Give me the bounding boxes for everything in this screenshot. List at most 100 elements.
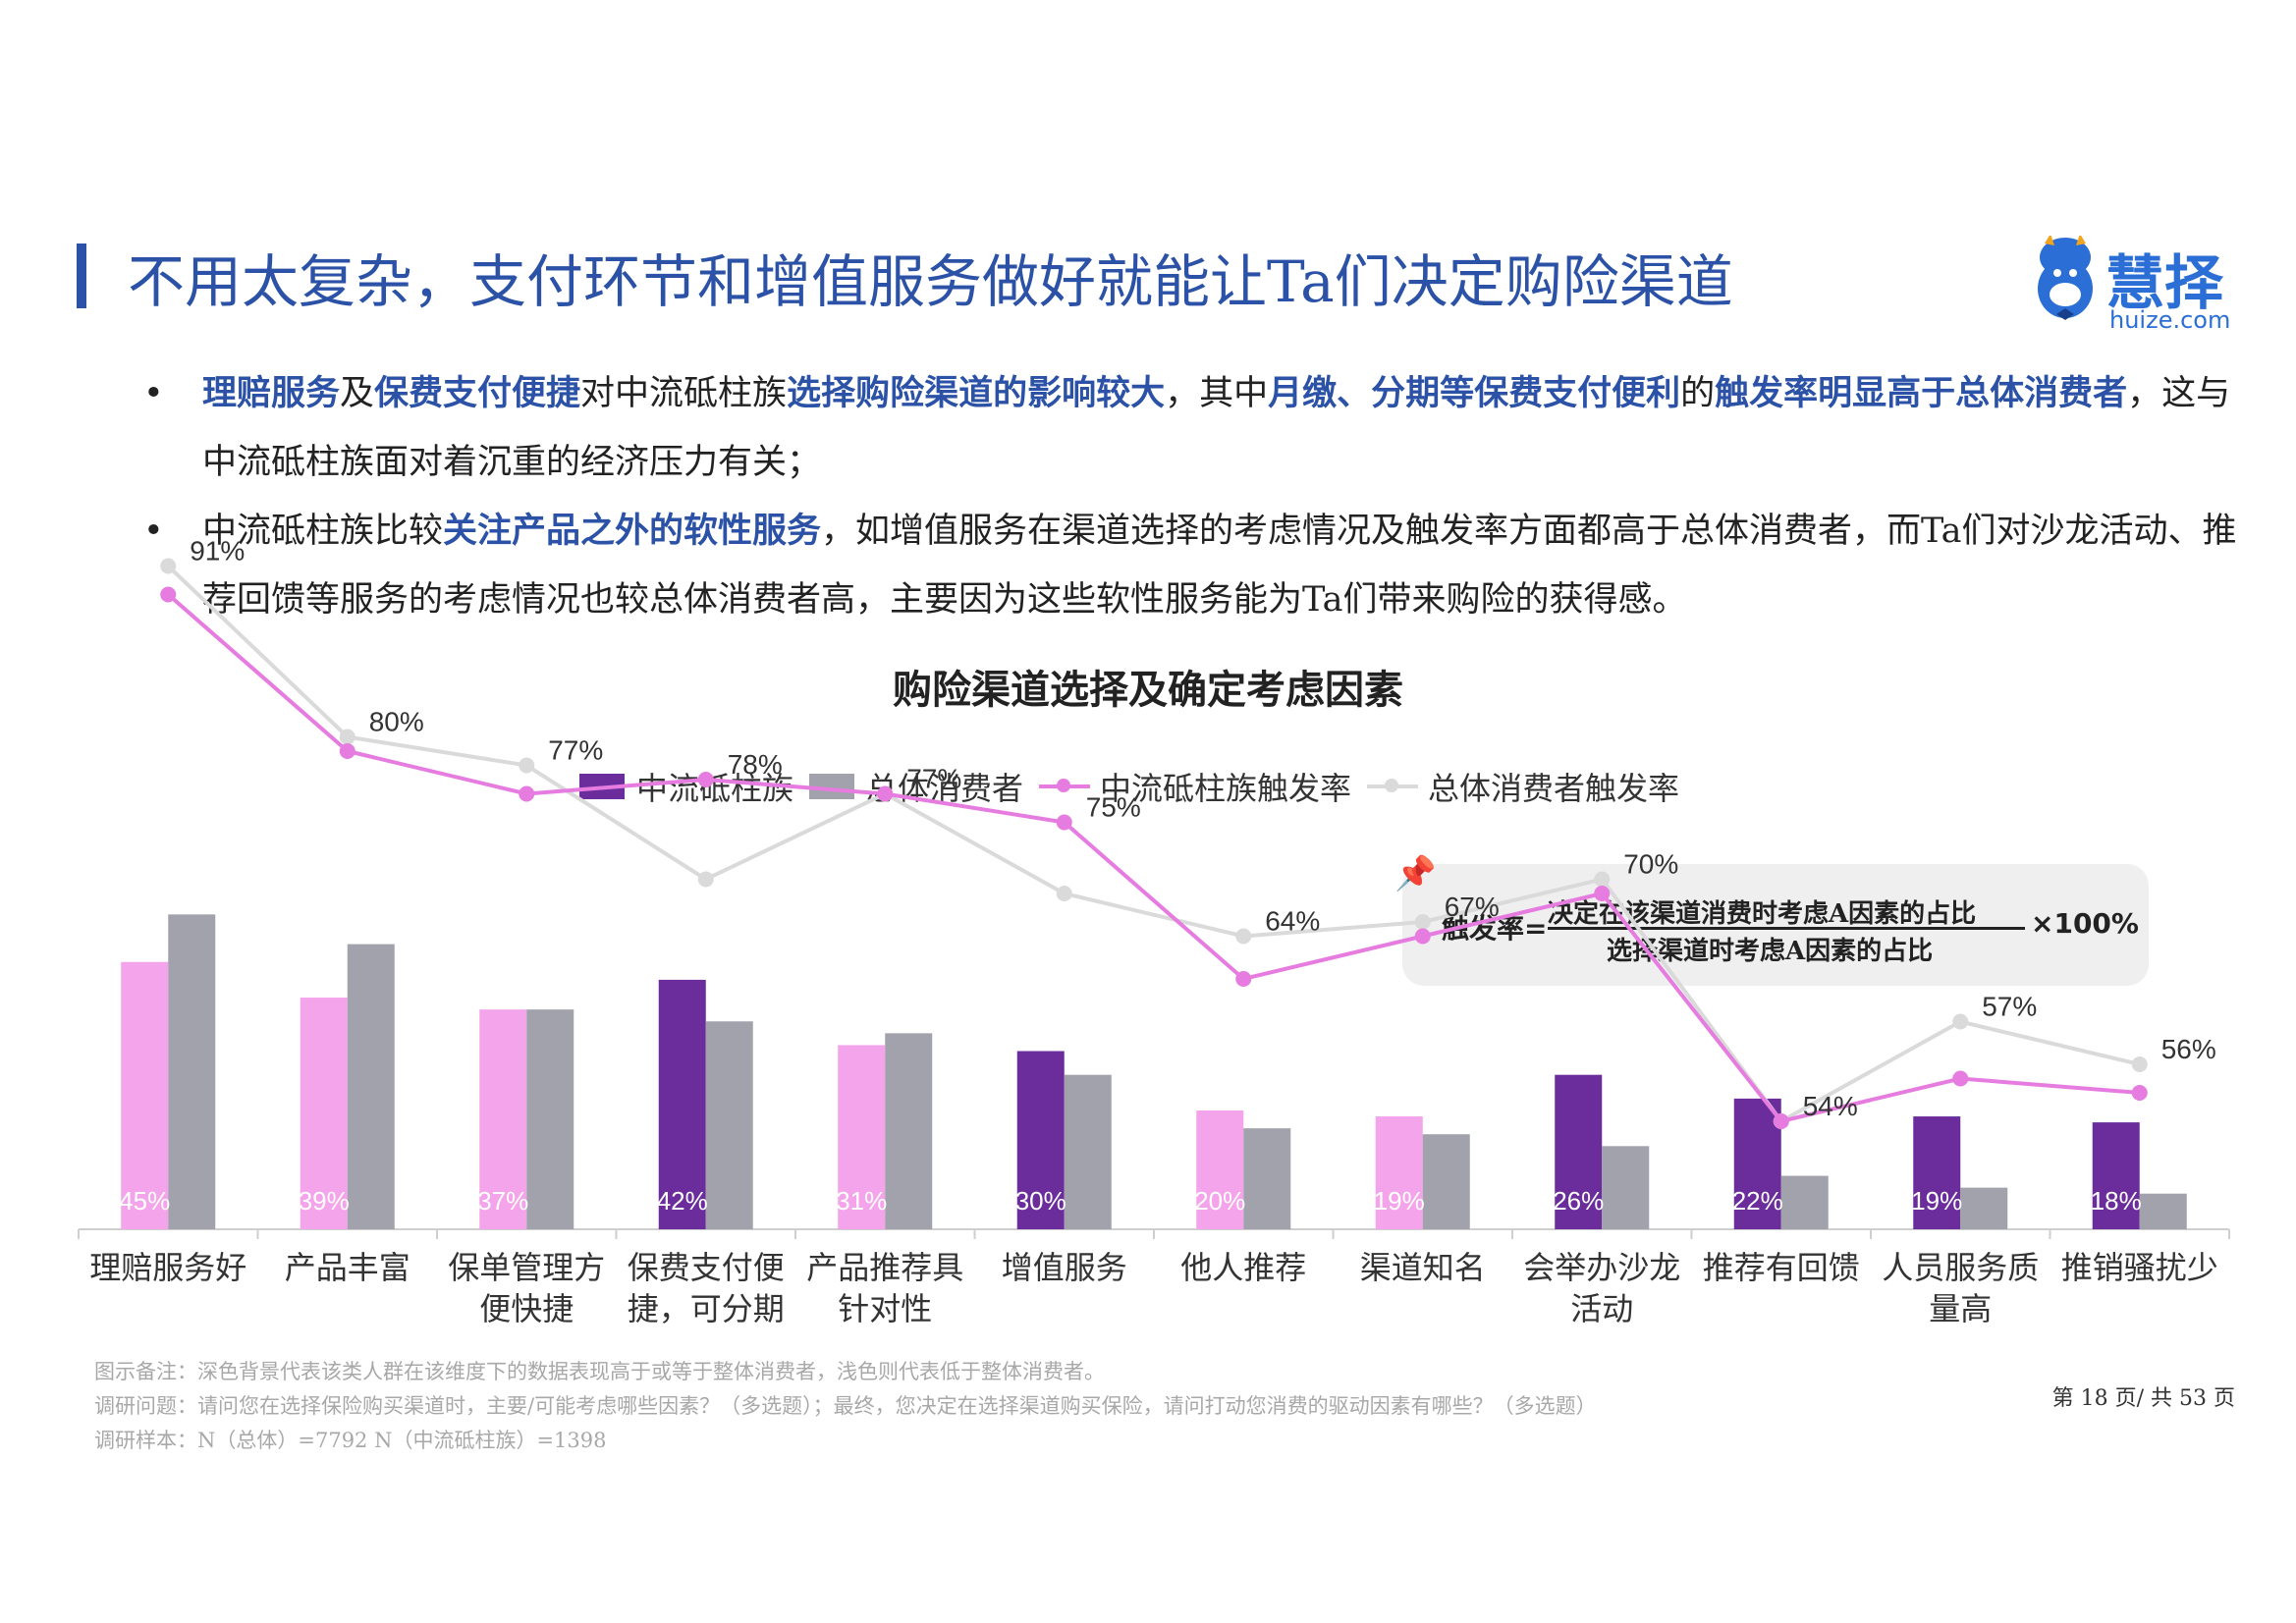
rate-label-10: 57% [1982,992,2037,1022]
bar-group-0 [121,961,169,1229]
group-rate-point-3 [697,772,714,787]
group-rate-point-0 [160,586,177,603]
highlight-text: 选择购险渠道的影响较大 [787,373,1166,413]
chart-legend: 中流砥柱族 总体消费者 中流砥柱族触发率 总体消费者触发率 [579,764,1695,809]
highlight-text: 理赔服务 [202,373,341,413]
category-label-3: 保费支付便 [628,1249,785,1286]
bullet-2: • 中流砥柱族比较关注产品之外的软性服务，如增值服务在渠道选择的考虑情况及触发率… [137,497,2239,634]
bullet-1-text: 理赔服务及保费支付便捷对中流砥柱族选择购险渠道的影响较大，其中月缴、分期等保费支… [202,373,2231,482]
category-label-10: 人员服务质 [1882,1249,2039,1286]
highlight-text: 关注产品之外的软性服务 [443,511,822,551]
group-rate-point-6 [1235,971,1252,987]
overall-rate-point-2 [519,757,535,774]
category-label-2: 保单管理方 [448,1249,605,1286]
footnote-sample: 调研样本：N（总体）=7792 N（中流砥柱族）=1398 [94,1429,607,1452]
page-title: 不用太复杂，支付环节和增值服务做好就能让Ta们决定购险渠道 [128,248,1733,315]
logo-name: 慧择 [2105,249,2223,318]
rate-label-4: 77% [906,764,961,794]
category-label-0: 理赔服务好 [89,1249,246,1286]
title-accent-bar [77,243,86,308]
body-text: ，如增值服务在渠道选择的考虑情况及触发率方面都高于总体消费者，而Ta们对沙龙活动… [202,512,2237,620]
bar-overall-8 [1602,1146,1650,1229]
bar-label-6: 20% [1194,1186,1245,1216]
category-label-5: 增值服务 [1002,1249,1127,1286]
body-text: 及 [340,374,375,413]
legend-item-overall-rate: 总体消费者触发率 [1367,764,1679,809]
bar-group-5 [1016,1051,1065,1229]
bar-label-4: 31% [836,1186,887,1216]
body-text: 对中流砥柱族 [580,374,788,413]
bullet-1: • 理赔服务及保费支付便捷对中流砥柱族选择购险渠道的影响较大，其中月缴、分期等保… [137,359,2239,497]
body-text: ，这与中流砥柱族面对着沉重的经济压力有关； [202,374,2231,482]
bar-label-3: 42% [657,1186,708,1216]
category-label-4: 产品推荐具 [806,1249,963,1286]
bar-label-5: 30% [1015,1186,1066,1216]
bar-label-0: 45% [119,1186,170,1216]
legend-label-group-rate: 中流砥柱族触发率 [1100,770,1352,807]
overall-rate-point-3 [697,871,714,888]
bar-overall-5 [1064,1074,1112,1229]
highlight-text: 保费支付便捷 [374,373,581,413]
legend-line-group-rate [1039,779,1091,792]
body-text: 的 [1680,374,1716,413]
bar-group-1 [300,998,348,1229]
legend-label-group: 中流砥柱族 [636,770,794,807]
category-label-7: 渠道知名 [1360,1249,1486,1286]
rate-label-3: 78% [728,749,783,780]
bullet-dot: • [143,374,164,413]
legend-item-group: 中流砥柱族 [579,764,793,809]
rate-label-0: 91% [190,536,245,567]
bar-group-3 [658,979,706,1229]
bar-overall-7 [1422,1134,1470,1229]
category-label-3: 捷，可分期 [628,1290,785,1327]
bar-overall-6 [1243,1128,1291,1229]
bar-overall-11 [2139,1193,2187,1229]
overall-rate-point-5 [1056,886,1072,901]
group-rate-point-1 [339,743,355,759]
bar-group-2 [479,1009,527,1229]
group-rate-point-8 [1594,886,1611,901]
bar-label-10: 19% [1911,1186,1962,1216]
brand-logo: 慧择 huize.com [2031,234,2237,334]
category-label-2: 便快捷 [479,1290,574,1327]
pushpin-icon: 📌 [1394,854,1437,893]
footnote-question: 调研问题：请问您在选择保险购买渠道时，主要/可能考虑哪些因素？（多选题）；最终，… [94,1394,1597,1418]
group-rate-point-5 [1056,814,1072,831]
bullet-2-text: 中流砥柱族比较关注产品之外的软性服务，如增值服务在渠道选择的考虑情况及触发率方面… [202,511,2237,620]
formula-fraction-line [1548,927,2025,930]
overall-rate-point-10 [1952,1013,1969,1030]
bar-overall-9 [1780,1175,1829,1229]
category-label-9: 推荐有回馈 [1703,1249,1860,1286]
overall-rate-point-1 [339,729,355,745]
footnotes: 图示备注：深色背景代表该类人群在该维度下的数据表现高于或等于整体消费者，浅色则代… [94,1355,1597,1458]
legend-line-overall-rate [1367,779,1419,792]
category-label-8: 会举办沙龙 [1523,1249,1680,1286]
bar-group-11 [2092,1122,2140,1229]
bar-label-1: 39% [299,1186,350,1216]
footnote-remark: 图示备注：深色背景代表该类人群在该维度下的数据表现高于或等于整体消费者，浅色则代… [94,1360,1105,1383]
overall-rate-point-0 [160,558,177,574]
bar-group-7 [1375,1116,1423,1229]
category-label-4: 针对性 [838,1290,932,1327]
rate-label-2: 77% [548,735,603,766]
body-text: ，其中 [1165,374,1269,413]
bar-overall-1 [347,944,395,1229]
bullet-dot: • [143,512,164,551]
bar-label-8: 26% [1553,1186,1604,1216]
highlight-text: 触发率明显高于总体消费者 [1715,373,2128,413]
body-text: 中流砥柱族比较 [202,512,444,551]
logo-subtitle: huize.com [2109,306,2231,334]
rate-label-7: 67% [1445,892,1500,922]
bar-group-8 [1555,1074,1603,1229]
overall-rate-point-6 [1235,928,1252,945]
group-rate-point-9 [1773,1113,1789,1129]
rate-label-1: 80% [369,707,424,737]
bar-group-9 [1733,1098,1781,1229]
group-rate-point-11 [2131,1085,2148,1101]
bar-group-10 [1913,1116,1961,1229]
legend-label-overall: 总体消费者 [866,770,1024,807]
legend-label-overall-rate: 总体消费者触发率 [1428,770,1680,807]
group-rate-point-2 [519,785,535,802]
rate-label-8: 70% [1623,849,1678,880]
group-rate-point-7 [1414,928,1431,945]
